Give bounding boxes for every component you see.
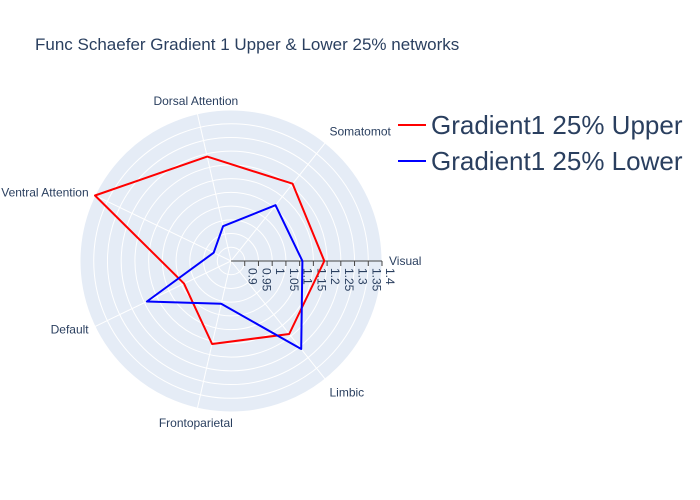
legend-label: Gradient1 25% Upper: [431, 110, 683, 140]
radial-tick-label: 0.95: [259, 268, 273, 292]
series-traces: [94, 155, 326, 350]
category-label: Dorsal Attention: [153, 94, 238, 108]
radial-tick-label: 1.25: [342, 268, 356, 292]
series-trace: [145, 204, 304, 350]
radial-tick-label: 1.1: [301, 268, 315, 285]
legend-item[interactable]: Gradient1 25% Upper: [398, 110, 683, 140]
radial-tick-label: 1.4: [383, 268, 397, 285]
radial-tick-label: 1.35: [369, 268, 383, 292]
radial-tick-label: 1.3: [356, 268, 370, 285]
legend-label: Gradient1 25% Lower: [431, 146, 683, 176]
radial-tick-label: 0.9: [246, 268, 260, 285]
grid-spoke: [230, 260, 326, 380]
legend-item[interactable]: Gradient1 25% Lower: [398, 146, 683, 176]
grid-spoke: [196, 113, 232, 262]
radial-tick-label: 1.2: [328, 268, 342, 285]
radial-tick-label: 1.05: [287, 268, 301, 292]
radial-tick-label: 1.15: [314, 268, 328, 292]
grid-spoke: [94, 195, 232, 262]
category-label: Default: [51, 323, 90, 337]
category-label: Somatomot: [330, 124, 392, 138]
category-label: Visual: [389, 254, 421, 268]
category-label: Limbic: [330, 386, 365, 400]
category-label: Ventral Attention: [1, 185, 88, 199]
legend[interactable]: Gradient1 25% Upper Gradient1 25% Lower: [398, 110, 683, 176]
angular-axis-labels: Visual Somatomot Dorsal Attention Ventral A…: [1, 94, 421, 430]
category-label: Frontoparietal: [159, 416, 233, 430]
grid-spoke: [230, 142, 326, 262]
grid-spoke: [94, 260, 232, 327]
chart-title: Func Schaefer Gradient 1 Upper & Lower 2…: [35, 35, 459, 54]
radial-tick-label: 1: [273, 268, 287, 275]
grid-spoke: [196, 260, 232, 409]
